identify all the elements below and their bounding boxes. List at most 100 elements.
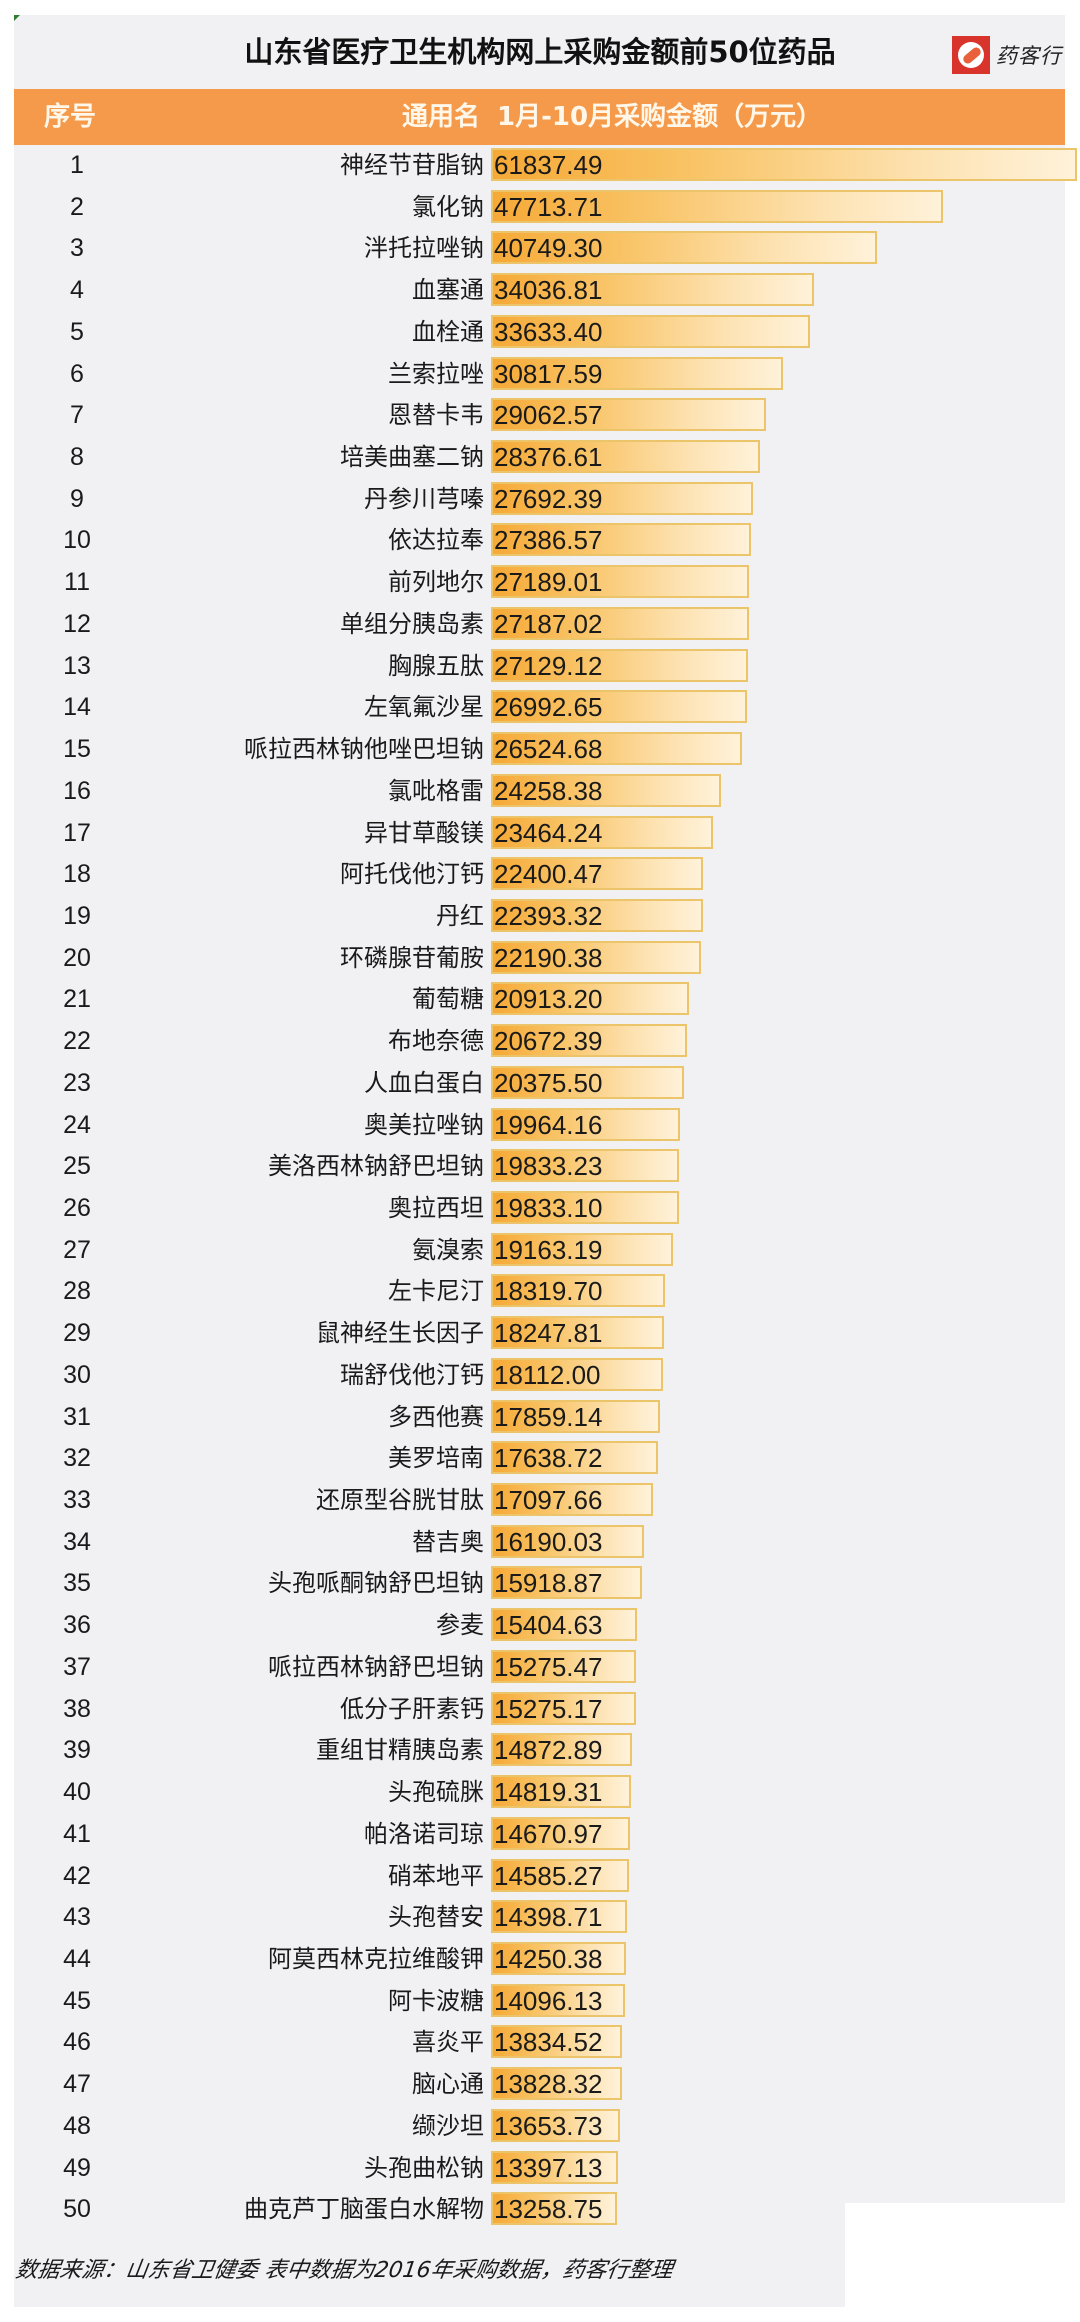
row-bar xyxy=(491,1816,631,1850)
row-amount: 40749.30 xyxy=(494,233,603,264)
row-amount: 19163.19 xyxy=(494,1234,603,1265)
row-bar xyxy=(491,1858,630,1892)
row-drug-name: 单组分胰岛素 xyxy=(340,609,484,638)
table-row: 24 奥美拉唑钠 19964.16 xyxy=(14,1105,1065,1147)
row-bar xyxy=(491,440,760,474)
row-amount: 27692.39 xyxy=(494,483,603,514)
row-amount: 19964.16 xyxy=(494,1109,603,1140)
row-bar xyxy=(491,314,810,348)
row-rank: 48 xyxy=(63,2111,91,2140)
row-rank: 38 xyxy=(63,1694,91,1723)
row-drug-name: 瑞舒伐他汀钙 xyxy=(340,1360,484,1389)
table-row: 21 葡萄糖 20913.20 xyxy=(14,979,1065,1021)
row-drug-name: 重组甘精胰岛素 xyxy=(316,1736,484,1765)
row-bar xyxy=(491,1024,687,1058)
row-drug-name: 布地奈德 xyxy=(388,1027,484,1056)
row-amount: 19833.23 xyxy=(494,1151,603,1182)
row-amount: 13258.75 xyxy=(494,2194,603,2225)
row-bar xyxy=(491,690,747,724)
row-rank: 2 xyxy=(70,192,84,221)
table-row: 15 哌拉西林钠他唑巴坦钠 26524.68 xyxy=(14,729,1065,771)
row-bar xyxy=(491,1983,625,2017)
row-rank: 5 xyxy=(70,317,84,346)
row-amount: 15404.63 xyxy=(494,1610,603,1641)
row-amount: 16190.03 xyxy=(494,1526,603,1557)
table-row: 47 脑心通 13828.32 xyxy=(14,2064,1065,2106)
row-bar xyxy=(491,1316,664,1350)
row-drug-name: 阿卡波糖 xyxy=(388,1986,484,2015)
row-drug-name: 奥拉西坦 xyxy=(388,1194,484,1222)
table-row: 49 头孢曲松钠 13397.13 xyxy=(14,2148,1065,2190)
table-row: 36 参麦 15404.63 xyxy=(14,1605,1065,1647)
row-bar xyxy=(491,1065,685,1099)
row-amount: 17859.14 xyxy=(494,1401,603,1432)
row-drug-name: 前列地尔 xyxy=(388,568,484,597)
row-bar xyxy=(491,398,767,432)
row-drug-name: 血塞通 xyxy=(412,276,484,305)
row-drug-name: 低分子肝素钙 xyxy=(340,1694,484,1723)
table-row: 5 血栓通 33633.40 xyxy=(14,312,1065,354)
row-drug-name: 胸腺五肽 xyxy=(388,651,484,680)
row-rank: 26 xyxy=(63,1194,91,1222)
row-bar xyxy=(491,1524,645,1558)
row-amount: 14250.38 xyxy=(494,1943,603,1974)
row-rank: 7 xyxy=(70,401,84,430)
row-drug-name: 美洛西林钠舒巴坦钠 xyxy=(268,1152,484,1181)
table-row: 41 帕洛诺司琼 14670.97 xyxy=(14,1814,1065,1856)
pill-icon xyxy=(952,36,990,74)
source-note: 数据来源：山东省卫健委 表中数据为2016年采购数据，药客行整理 xyxy=(13,2258,675,2283)
row-bar xyxy=(491,565,749,599)
table-row: 39 重组甘精胰岛素 14872.89 xyxy=(14,1730,1065,1772)
table-row: 12 单组分胰岛素 27187.02 xyxy=(14,604,1065,646)
row-amount: 15275.47 xyxy=(494,1651,603,1682)
table-row: 29 鼠神经生长因子 18247.81 xyxy=(14,1313,1065,1355)
row-amount: 22393.32 xyxy=(494,900,603,931)
table-row: 31 多西他赛 17859.14 xyxy=(14,1397,1065,1439)
row-rank: 29 xyxy=(63,1319,91,1348)
row-rank: 8 xyxy=(70,443,84,472)
row-amount: 22400.47 xyxy=(494,859,603,890)
row-amount: 30817.59 xyxy=(494,358,603,389)
row-rank: 16 xyxy=(63,776,91,805)
row-bar xyxy=(491,481,754,515)
row-drug-name: 哌拉西林钠他唑巴坦钠 xyxy=(244,735,484,764)
row-rank: 13 xyxy=(63,651,91,680)
row-bar xyxy=(491,1357,663,1391)
row-bar xyxy=(491,606,749,640)
table-row: 40 头孢硫脒 14819.31 xyxy=(14,1772,1065,1814)
corner-mark-icon xyxy=(14,15,20,21)
row-rank: 42 xyxy=(63,1861,91,1890)
table-row: 1 神经节苷脂钠 61837.49 xyxy=(14,145,1077,187)
row-bar xyxy=(491,356,784,390)
row-drug-name: 参麦 xyxy=(436,1611,484,1640)
row-rank: 18 xyxy=(63,860,91,889)
table-row: 27 氨溴索 19163.19 xyxy=(14,1230,1065,1272)
row-amount: 61837.49 xyxy=(494,150,603,180)
row-amount: 13834.52 xyxy=(494,2027,603,2058)
table-row: 26 奥拉西坦 19833.10 xyxy=(14,1188,1065,1230)
row-drug-name: 头孢曲松钠 xyxy=(364,2153,484,2182)
row-drug-name: 还原型谷胱甘肽 xyxy=(316,1486,484,1515)
panel-cutout xyxy=(845,2203,1080,2322)
row-amount: 26992.65 xyxy=(494,692,603,723)
row-amount: 34036.81 xyxy=(494,275,603,306)
row-drug-name: 氯化钠 xyxy=(412,192,484,221)
row-amount: 29062.57 xyxy=(494,400,603,431)
row-bar xyxy=(491,1608,637,1642)
row-bar xyxy=(491,231,878,265)
row-rank: 25 xyxy=(63,1152,91,1181)
row-drug-name: 阿托伐他汀钙 xyxy=(340,860,484,889)
row-rank: 46 xyxy=(63,2028,91,2057)
row-rank: 47 xyxy=(63,2070,91,2099)
row-rank: 12 xyxy=(63,609,91,638)
row-rank: 39 xyxy=(63,1736,91,1765)
row-amount: 17638.72 xyxy=(494,1443,603,1474)
table-row: 35 头孢哌酮钠舒巴坦钠 15918.87 xyxy=(14,1563,1065,1605)
table-row: 11 前列地尔 27189.01 xyxy=(14,562,1065,604)
row-amount: 18247.81 xyxy=(494,1318,603,1349)
row-rank: 3 xyxy=(70,234,84,263)
brand-name: 药客行 xyxy=(996,44,1062,68)
table-row: 28 左卡尼汀 18319.70 xyxy=(14,1271,1065,1313)
row-amount: 20913.20 xyxy=(494,984,603,1015)
row-drug-name: 血栓通 xyxy=(412,317,484,346)
